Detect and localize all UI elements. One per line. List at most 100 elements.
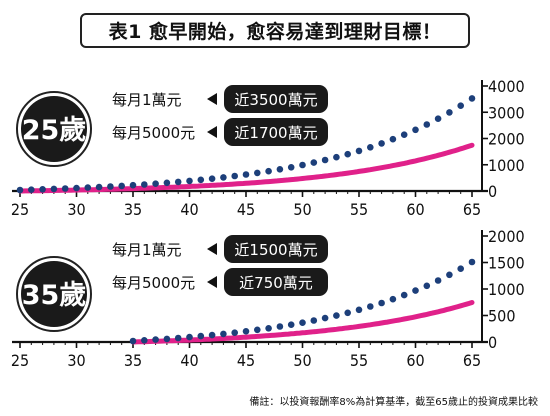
series-point-10000 xyxy=(174,334,182,342)
series-point-10000 xyxy=(73,184,80,192)
x-tick-label: 45 xyxy=(237,351,255,370)
series-line-5000 xyxy=(17,142,475,194)
series-point-10000 xyxy=(129,337,137,345)
value-callout-box xyxy=(224,235,328,263)
y-tick-label: 2000 xyxy=(488,130,525,149)
series-point-10000 xyxy=(434,277,442,284)
legend-label: 每月1萬元 xyxy=(112,241,182,259)
x-tick-label: 50 xyxy=(293,200,311,219)
x-tick-label: 25 xyxy=(11,200,29,219)
series-point-10000 xyxy=(434,115,442,122)
value-callout-label: 近3500萬元 xyxy=(234,91,317,109)
x-tick-label: 30 xyxy=(67,351,85,370)
series-point-10000 xyxy=(355,306,363,314)
series-point-10000 xyxy=(355,147,363,155)
arrow-left-icon xyxy=(207,243,217,255)
series-point-10000 xyxy=(231,329,238,337)
panel-label-disc xyxy=(21,261,87,327)
x-tick-label: 50 xyxy=(293,351,311,370)
series-point-10000 xyxy=(84,184,92,191)
series-point-10000 xyxy=(231,172,238,180)
series-point-10000 xyxy=(400,131,408,138)
series-point-10000 xyxy=(412,126,419,134)
series-point-10000 xyxy=(118,182,125,190)
x-tick-label: 60 xyxy=(406,351,424,370)
series-point-10000 xyxy=(265,325,272,332)
series-point-10000 xyxy=(310,317,318,324)
x-tick-label: 65 xyxy=(463,200,481,219)
x-tick-label: 35 xyxy=(124,351,142,370)
y-tick-label: 1500 xyxy=(488,254,525,273)
x-tick-label: 65 xyxy=(463,351,481,370)
series-point-10000 xyxy=(39,186,46,193)
value-callout-label: 近750萬元 xyxy=(239,274,313,292)
series-point-10000 xyxy=(152,336,159,343)
series-point-10000 xyxy=(276,323,284,330)
y-tick-label: 500 xyxy=(488,307,515,326)
legend-label: 每月1萬元 xyxy=(112,91,182,109)
footnote: 備註：以投資報酬率8%為計算基準，截至65歲止的投資成果比較 xyxy=(249,397,538,408)
series-point-10000 xyxy=(389,295,397,303)
series-point-10000 xyxy=(287,321,295,329)
panel-age-label: 25歲 xyxy=(22,115,87,146)
series-point-10000 xyxy=(208,331,216,339)
y-tick-label: 0 xyxy=(488,333,497,352)
legend-label: 每月5000元 xyxy=(112,124,195,142)
series-point-10000 xyxy=(50,185,58,193)
series-point-10000 xyxy=(423,282,431,290)
series-point-10000 xyxy=(344,309,352,317)
series-point-10000 xyxy=(412,287,419,294)
x-tick-label: 30 xyxy=(67,200,85,219)
series-point-10000 xyxy=(333,153,340,161)
x-tick-label: 40 xyxy=(180,200,198,219)
series-point-10000 xyxy=(163,335,171,343)
series-point-10000 xyxy=(389,135,397,143)
y-tick-label: 1000 xyxy=(488,280,525,299)
legend-label: 每月5000元 xyxy=(112,274,195,292)
series-point-10000 xyxy=(276,166,284,173)
series-point-10000 xyxy=(197,176,205,184)
series-point-10000 xyxy=(16,186,24,194)
value-callout-label: 近1700萬元 xyxy=(234,124,317,142)
x-tick-label: 60 xyxy=(406,200,424,219)
value-callout-label: 近1500萬元 xyxy=(234,241,317,259)
series-point-10000 xyxy=(95,183,103,191)
panel-label-disc xyxy=(21,96,87,162)
x-tick-label: 45 xyxy=(237,200,255,219)
series-point-10000 xyxy=(253,326,261,334)
arrow-left-icon xyxy=(207,276,217,288)
series-point-10000 xyxy=(344,150,352,158)
series-point-10000 xyxy=(367,144,374,151)
series-point-10000 xyxy=(378,140,385,147)
series-point-10000 xyxy=(299,161,306,169)
series-point-10000 xyxy=(321,156,329,164)
panel-age-label: 35歲 xyxy=(22,280,87,311)
value-callout-box xyxy=(224,85,328,113)
series-point-10000 xyxy=(186,333,193,341)
series-point-10000 xyxy=(468,95,476,102)
series-point-10000 xyxy=(186,177,193,185)
series-point-10000 xyxy=(423,121,431,128)
y-tick-label: 4000 xyxy=(488,77,525,96)
series-point-10000 xyxy=(129,181,137,189)
series-point-10000 xyxy=(61,185,69,192)
series-point-10000 xyxy=(400,291,408,299)
series-point-10000 xyxy=(367,303,374,310)
series-point-10000 xyxy=(141,337,148,344)
arrow-left-icon xyxy=(207,93,217,105)
series-point-10000 xyxy=(321,314,329,322)
series-point-10000 xyxy=(287,164,295,171)
series-point-10000 xyxy=(208,175,216,182)
series-point-10000 xyxy=(457,265,465,273)
chart-title: 表1 愈早開始，愈容易達到理財目標！ xyxy=(80,13,470,48)
arrow-left-icon xyxy=(207,126,217,138)
series-point-10000 xyxy=(446,271,453,279)
value-callout-box xyxy=(224,118,328,146)
y-tick-label: 1000 xyxy=(488,156,525,175)
series-point-10000 xyxy=(28,186,35,193)
y-tick-label: 3000 xyxy=(488,103,525,122)
series-point-10000 xyxy=(163,179,171,187)
x-tick-label: 25 xyxy=(11,351,29,370)
series-point-10000 xyxy=(107,183,114,190)
